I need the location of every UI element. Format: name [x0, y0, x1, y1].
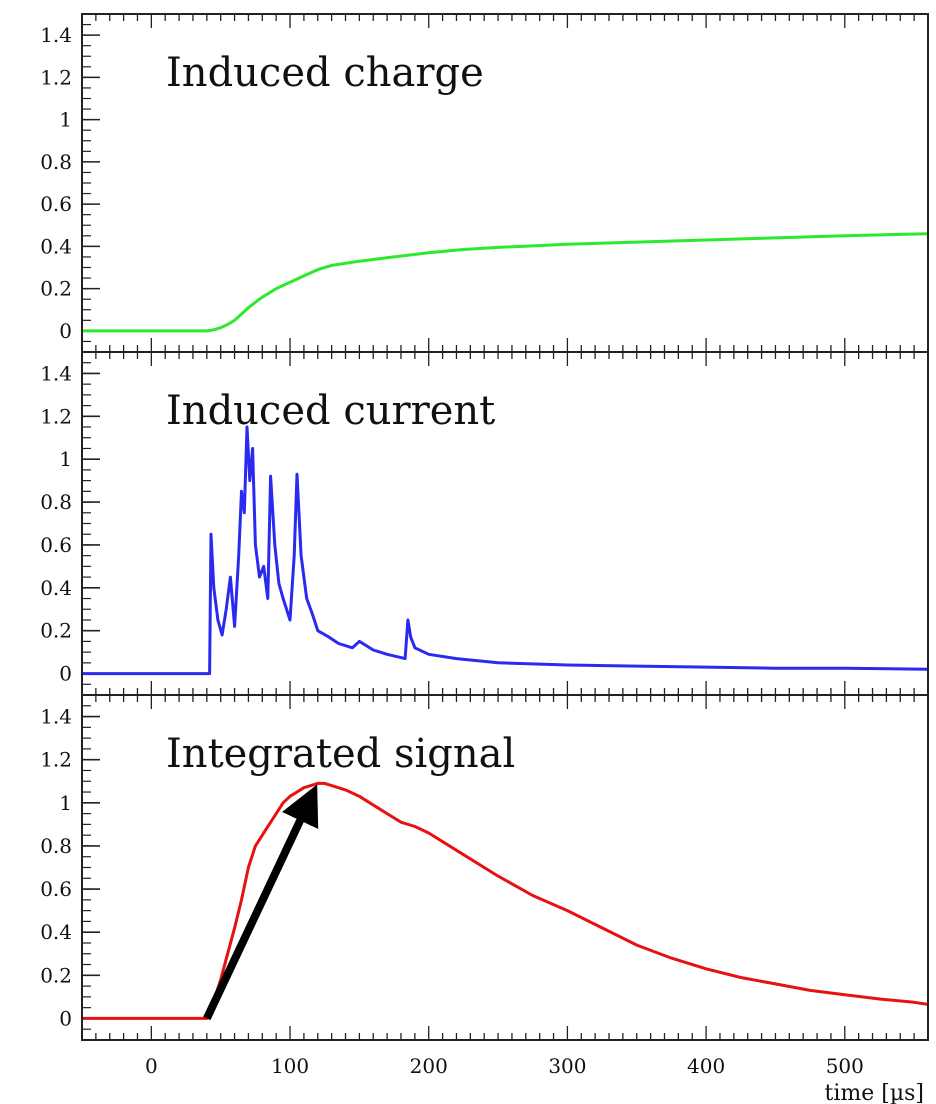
y-tick-label: 0.8	[40, 490, 72, 514]
y-tick-label: 0.8	[40, 150, 72, 174]
y-tick-label: 1.4	[40, 361, 72, 385]
y-tick-label: 0	[59, 319, 72, 343]
panel-2: 0 0.2 0.4 0.6 0.8 1 1.2 1.4 Induced current	[40, 351, 929, 696]
x-tick-label: 0	[145, 1054, 158, 1078]
y-tick-label: 0	[59, 1006, 72, 1030]
x-tick-label: 100	[271, 1054, 309, 1078]
y-tick-label: 1.2	[40, 748, 72, 772]
y-tick-label: 1	[59, 791, 72, 815]
y-tick-label: 0.8	[40, 834, 72, 858]
y-tick-label: 0.2	[40, 277, 72, 301]
y-tick-label: 0.6	[40, 533, 72, 557]
y-tick-label: 1.4	[40, 705, 72, 729]
x-axis-title: time [µs]	[824, 1081, 924, 1104]
x-tick-label: 400	[687, 1054, 725, 1078]
series-line-1	[82, 232, 929, 333]
x-tick-label: 200	[410, 1054, 448, 1078]
panel-3: 0 0.2 0.4 0.6 0.8 1 1.2 1.4 Integrated signal 0 10…	[40, 694, 929, 1104]
y-tick-label: 0.2	[40, 963, 72, 987]
y-tick-label: 0.6	[40, 877, 72, 901]
y-tick-label: 0.4	[40, 920, 72, 944]
y-tick-label: 1	[59, 447, 72, 471]
panel-title: Induced charge	[166, 50, 484, 96]
y-tick-label: 0.4	[40, 576, 72, 600]
panel-frame	[81, 694, 929, 1041]
y-tick-label: 0.2	[40, 619, 72, 643]
rise-time-arrow	[203, 784, 319, 1021]
x-tick-label: 500	[826, 1054, 864, 1078]
panel-title: Induced current	[166, 388, 495, 434]
y-tick-label: 1.4	[40, 23, 72, 47]
y-tick-label: 0.6	[40, 192, 72, 216]
series-line-3	[82, 781, 929, 1020]
panel-title: Integrated signal	[166, 731, 515, 777]
x-tick-label: 300	[548, 1054, 586, 1078]
y-tick-label: 1.2	[40, 65, 72, 89]
y-tick-label: 0	[59, 662, 72, 686]
y-tick-label: 1.2	[40, 404, 72, 428]
series-line-2	[82, 425, 929, 676]
y-tick-label: 1	[59, 108, 72, 132]
y-tick-label: 0.4	[40, 234, 72, 258]
panel-1: 0 0.2 0.4 0.6 0.8 1 1.2 1.4 Induced charge	[40, 13, 929, 353]
